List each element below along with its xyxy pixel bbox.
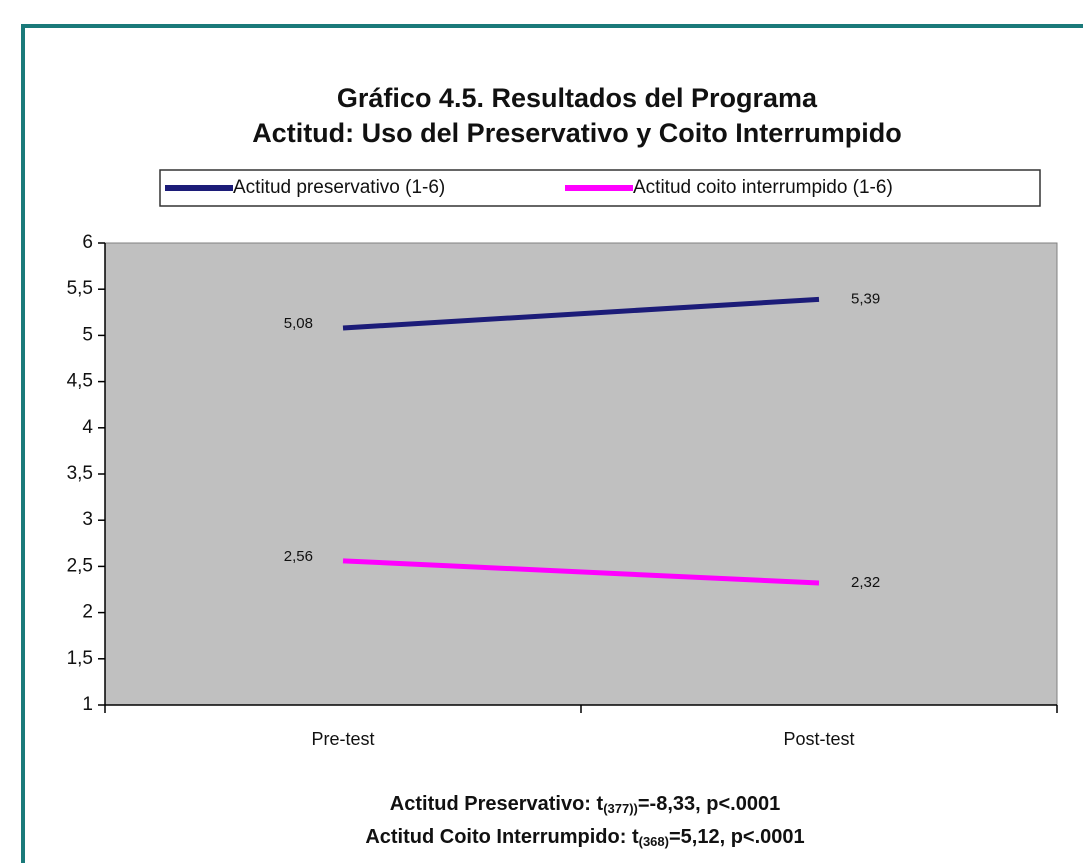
legend-label: Actitud preservativo (1-6) [233, 177, 445, 198]
y-tick-label: 5,5 [67, 278, 93, 299]
y-tick-label: 1 [82, 694, 93, 715]
data-label: 2,56 [284, 548, 313, 565]
annotation: Actitud Preservativo: t(377))=-8,33, p<.… [390, 793, 780, 816]
legend-label: Actitud coito interrumpido (1-6) [633, 177, 893, 198]
y-tick-label: 2,5 [67, 555, 93, 576]
y-tick-label: 1,5 [67, 648, 93, 669]
annotation-subscript: (377)) [603, 801, 638, 816]
x-tick-label: Post-test [783, 729, 854, 749]
annotation-subscript: (368) [639, 834, 669, 849]
y-tick-label: 3,5 [67, 463, 93, 484]
y-tick-label: 6 [82, 232, 93, 253]
y-tick-label: 4,5 [67, 371, 93, 392]
series-line [342, 296, 820, 331]
series-line [342, 558, 820, 586]
y-tick-label: 3 [82, 509, 93, 530]
data-label: 2,32 [851, 574, 880, 591]
y-tick-label: 5 [82, 324, 93, 345]
annotation-text: Actitud Coito Interrumpido: t [365, 826, 639, 848]
x-tick-label: Pre-test [311, 729, 374, 749]
annotation-text: Actitud Preservativo: t [390, 793, 604, 815]
y-tick-label: 4 [82, 417, 93, 438]
data-label: 5,39 [851, 290, 880, 307]
annotation: Actitud Coito Interrumpido: t(368)=5,12,… [365, 826, 804, 849]
plot-area [104, 242, 1058, 706]
data-label: 5,08 [284, 315, 313, 332]
annotation-text: =-8,33, p<.0001 [638, 793, 780, 815]
chart-title: Gráfico 4.5. Resultados del Programa [337, 83, 818, 113]
chart-title: Actitud: Uso del Preservativo y Coito In… [252, 118, 902, 148]
y-tick-label: 2 [82, 602, 93, 623]
annotation-text: =5,12, p<.0001 [669, 826, 805, 848]
